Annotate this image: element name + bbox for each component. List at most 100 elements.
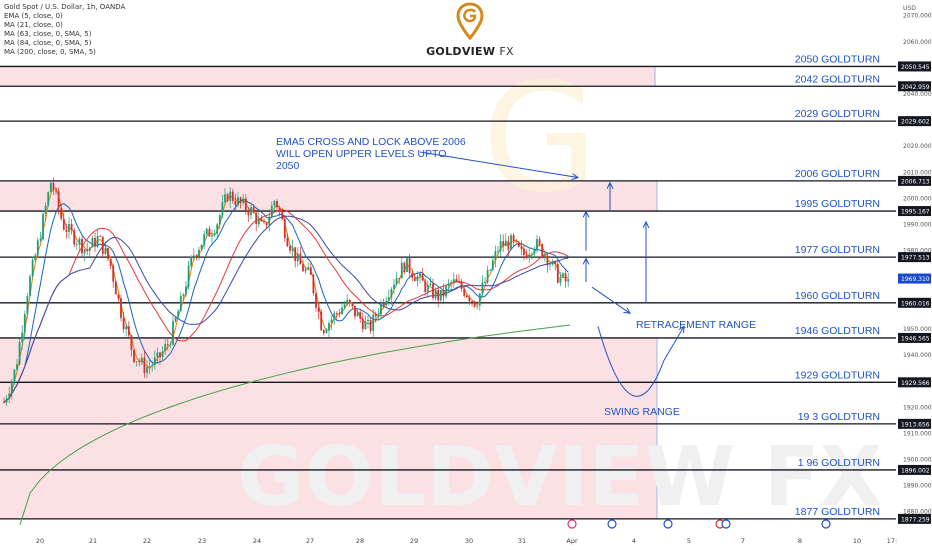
price-axis[interactable]: USD 1880.000 1890.000 1900.000 1910.000 1920… <box>896 0 932 530</box>
candle-body <box>559 276 562 283</box>
candle-body <box>419 273 421 277</box>
candle-body <box>96 235 99 247</box>
candle-body <box>361 318 364 330</box>
candle-body <box>447 283 450 286</box>
level-label-0: 2050 GOLDTURN <box>795 53 880 65</box>
price-tag-bg-2 <box>898 116 931 127</box>
candle-body <box>3 402 5 403</box>
x-tick-16: 17: <box>887 537 897 545</box>
candle-body <box>250 207 252 216</box>
candle-body <box>200 244 203 250</box>
price-tag-bg-3 <box>898 175 931 186</box>
candle-body <box>177 311 180 318</box>
candle-body <box>270 205 273 217</box>
price-tag-bg-0 <box>898 61 931 72</box>
brand-suffix: FX <box>499 45 514 58</box>
current-price-bg <box>898 273 931 284</box>
candle-body <box>463 288 466 296</box>
y-tick-4: 1920.000 <box>903 404 932 411</box>
candle-body <box>294 247 297 261</box>
candle-body <box>159 352 161 358</box>
candle-body <box>541 244 544 258</box>
candle-body <box>244 198 247 211</box>
candle-body <box>198 249 200 257</box>
candle-body <box>81 239 83 254</box>
candle-body <box>356 312 359 317</box>
candle-body <box>239 197 242 203</box>
candle-body <box>112 265 115 282</box>
candle-body <box>55 189 57 192</box>
candle-body <box>86 249 89 251</box>
candle-body <box>442 289 445 297</box>
candle-body <box>343 304 346 308</box>
indicator-ma200: MA (200, close, 0, SMA, 5) <box>4 48 96 56</box>
candle-body <box>476 305 479 307</box>
candle-body <box>426 284 429 292</box>
candle-body <box>70 223 73 231</box>
y-tick-1: 1890.000 <box>903 483 932 490</box>
indicator-ema5: EMA (5, close, 0) <box>4 12 63 20</box>
price-tag-11: 1877.259 <box>901 516 930 523</box>
candle-body <box>507 240 510 250</box>
price-tag-3: 2006.713 <box>901 178 930 185</box>
level-label-1: 2042 GOLDTURN <box>795 73 880 85</box>
candle-body <box>143 357 146 373</box>
svg-text:GOLDVIEW FX: GOLDVIEW FX <box>237 430 883 525</box>
candle-body <box>421 273 424 281</box>
candle-body <box>114 281 117 295</box>
x-tick-6: 28 <box>356 537 364 545</box>
candle-body <box>135 361 138 363</box>
x-tick-11: 4 <box>632 537 636 545</box>
candle-body <box>203 234 206 245</box>
candle-body <box>226 194 229 201</box>
candle-body <box>351 303 354 306</box>
event-marker-4 <box>721 519 731 529</box>
candle-body <box>127 326 130 336</box>
level-label-8: 1929 GOLDTURN <box>795 369 880 381</box>
candle-body <box>564 273 567 282</box>
candle-body <box>549 264 551 266</box>
x-tick-7: 29 <box>410 537 418 545</box>
candle-body <box>122 317 125 330</box>
candle-body <box>133 349 135 362</box>
x-tick-10: Apr <box>566 537 578 545</box>
candle-body <box>213 233 216 236</box>
candle-body <box>263 220 265 223</box>
candle-body <box>211 235 213 237</box>
candle-body <box>346 299 349 305</box>
x-tick-9: 31 <box>518 537 526 545</box>
candle-body <box>322 330 325 333</box>
x-tick-12: 5 <box>687 537 691 545</box>
candle-body <box>268 216 271 226</box>
candle-body <box>530 253 533 255</box>
event-marker-0 <box>567 519 577 529</box>
candle-body <box>364 321 367 330</box>
candle-body <box>10 381 13 394</box>
candle-body <box>452 279 455 283</box>
candle-body <box>237 197 239 206</box>
time-axis[interactable]: 20 21 22 23 24 27 28 29 30 31 Apr 4 5 7 8 10 17: <box>0 530 932 550</box>
supply-demand-zones <box>0 66 658 519</box>
candle-body <box>523 248 525 256</box>
y-tick-6: 1940.000 <box>903 352 932 359</box>
candle-body <box>252 207 255 213</box>
goldturn-levels: 2050 GOLDTURN 2042 GOLDTURN 2029 GOLDTURN 2… <box>0 53 896 520</box>
level-label-6: 1960 GOLDTURN <box>795 290 880 302</box>
annotation-line1: EMA5 CROSS AND LOCK ABOVE 2006 <box>276 136 466 148</box>
candle-body <box>517 241 520 247</box>
candle-body <box>546 255 549 266</box>
candle-body <box>291 247 294 251</box>
y-tick-11: 1990.000 <box>903 222 932 229</box>
candle-body <box>169 344 172 346</box>
price-tag-bg-6 <box>898 297 931 308</box>
candle-body <box>75 244 78 246</box>
candle-body <box>231 191 234 201</box>
candle-body <box>307 267 310 270</box>
instrument-title: Gold Spot / U.S. Dollar, 1h, OANDA <box>4 3 126 11</box>
candle-body <box>205 228 208 235</box>
candle-body <box>369 319 372 331</box>
candle-body <box>224 194 226 203</box>
candle-body <box>190 256 193 266</box>
candle-body <box>497 251 499 252</box>
